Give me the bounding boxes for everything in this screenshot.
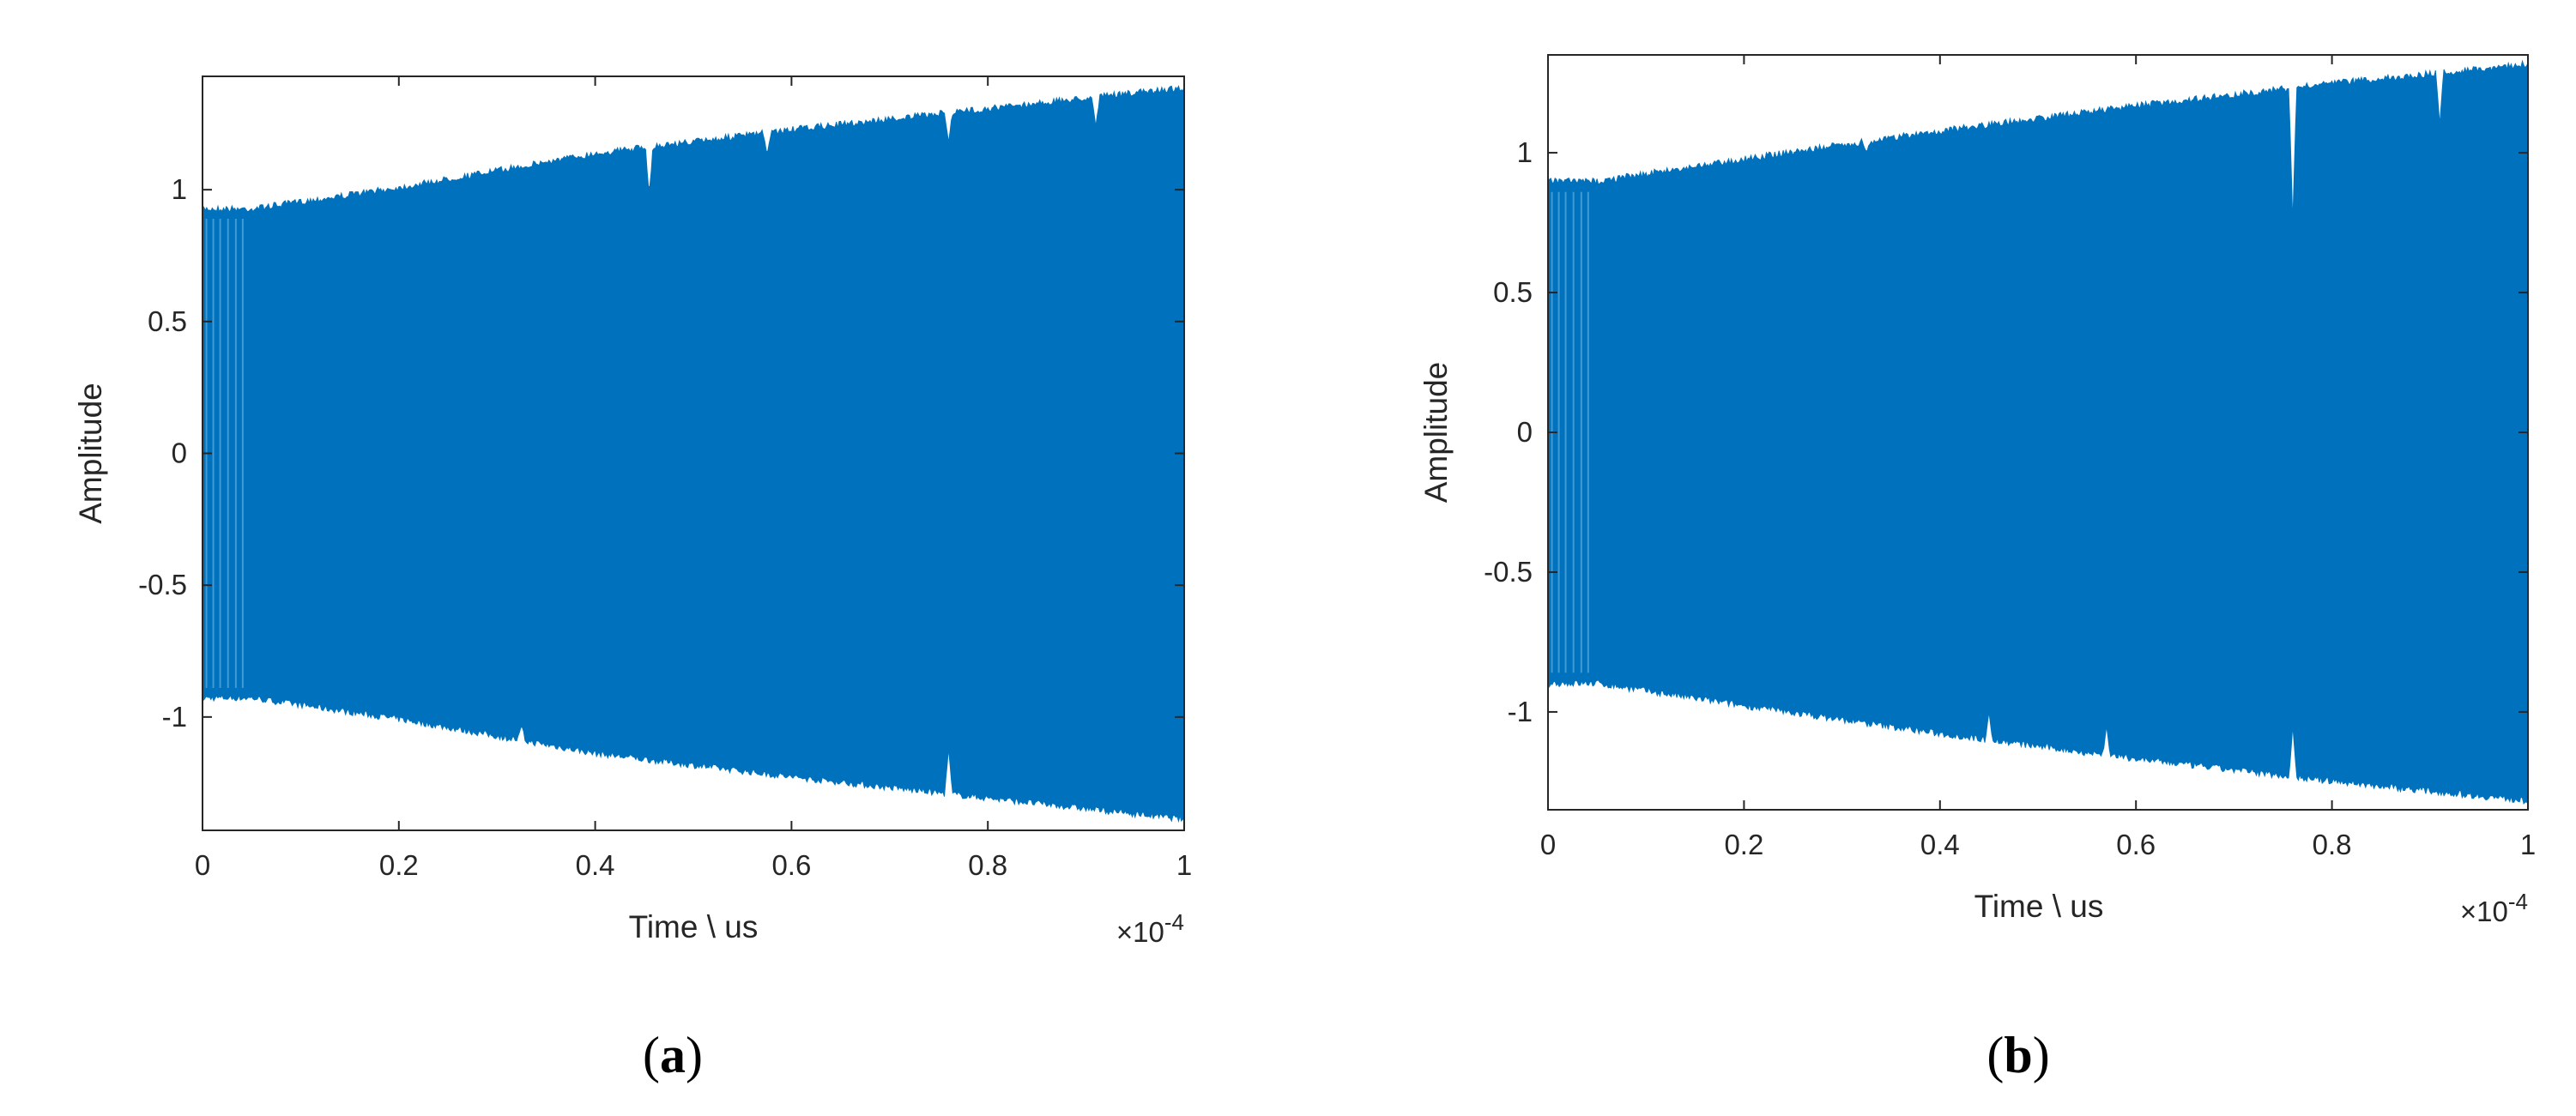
y-tick-label: -0.5: [1484, 556, 1533, 588]
panel-label-letter: b: [2004, 1027, 2032, 1083]
chart-panel-a: 0 0.2 0.4 0.6 0.8 1 -1 -0.5 0 0.5 1 Time \ us Amplit…: [73, 75, 1192, 1083]
y-tick-label: -0.5: [138, 569, 187, 600]
y-tick-label: 0: [172, 437, 187, 469]
x-axis-label: Time \ us: [1974, 889, 2104, 924]
x-tick-label: 0: [1540, 829, 1556, 860]
x-axis-multiplier-base: ×10: [2460, 896, 2508, 927]
chart-panel-b: 0 0.2 0.4 0.6 0.8 1 -1 -0.5 0 0.5 1 Time \ us Amplit…: [1418, 54, 2536, 1083]
signal-trace: [202, 85, 1185, 823]
y-axis-label: Amplitude: [73, 383, 108, 524]
x-tick-label: 0.2: [1724, 829, 1763, 860]
y-tick-label: -1: [162, 701, 187, 733]
y-tick-label: 0.5: [148, 305, 187, 337]
y-tick-label: 0: [1517, 416, 1533, 448]
x-tick-label: 0.6: [2116, 829, 2156, 860]
x-tick-label: 0.4: [1920, 829, 1960, 860]
x-axis-multiplier: ×10-4: [1116, 909, 1184, 948]
x-tick-label: 0.6: [771, 849, 811, 881]
x-axis-multiplier-exponent: -4: [2508, 889, 2528, 914]
x-axis-multiplier-exponent: -4: [1164, 909, 1184, 935]
panel-label-close-paren: ): [2033, 1027, 2050, 1083]
x-tick-label: 0.8: [968, 849, 1007, 881]
x-axis-multiplier-base: ×10: [1116, 916, 1164, 948]
panel-label: (a): [643, 1027, 703, 1083]
x-tick-label: 1: [1176, 849, 1192, 881]
x-axis-label: Time \ us: [629, 909, 759, 944]
x-tick-label: 0: [195, 849, 210, 881]
panel-label: (b): [1986, 1027, 2049, 1083]
y-tick-label: 1: [172, 173, 187, 205]
y-axis-label: Amplitude: [1418, 362, 1454, 504]
x-tick-label: 1: [2520, 829, 2536, 860]
signal-trace: [1547, 59, 2529, 805]
panel-label-letter: a: [660, 1027, 686, 1083]
panel-label-open-paren: (: [643, 1027, 660, 1083]
x-tick-label: 0.8: [2313, 829, 2352, 860]
panel-label-open-paren: (: [1986, 1027, 2004, 1083]
panel-label-close-paren: ): [686, 1027, 703, 1083]
y-tick-label: 1: [1517, 136, 1533, 168]
x-axis-multiplier: ×10-4: [2460, 889, 2528, 927]
y-tick-label: 0.5: [1493, 276, 1533, 308]
x-tick-label: 0.4: [576, 849, 615, 881]
y-tick-label: -1: [1508, 696, 1533, 727]
x-tick-label: 0.2: [379, 849, 419, 881]
